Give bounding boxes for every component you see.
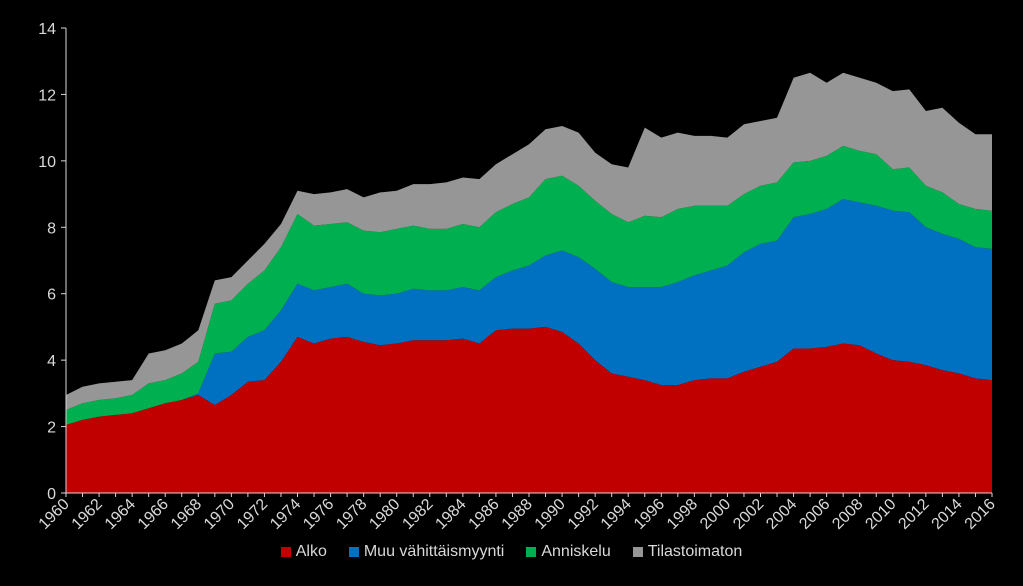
x-tick-label: 1988 — [499, 496, 536, 533]
y-tick-label: 14 — [38, 21, 56, 38]
x-tick-label: 2004 — [763, 496, 800, 533]
legend-item: Tilastoimaton — [632, 543, 743, 561]
area-series-2 — [66, 145, 992, 425]
legend: Alko Muu vähittäismyynti Anniskelu Tilastoi… — [0, 543, 1023, 561]
x-tick-label: 1984 — [432, 496, 469, 533]
x-tick-label: 1964 — [102, 496, 139, 533]
x-tick-labels: 1960196219641966196819701972197419761978… — [36, 496, 999, 533]
x-tick-label: 2000 — [697, 496, 734, 533]
x-tick-label: 1992 — [565, 496, 602, 533]
x-tick-label: 1996 — [631, 496, 668, 533]
x-tick-label: 1972 — [234, 496, 271, 533]
y-tick-label: 0 — [47, 486, 56, 503]
area-series-1 — [66, 199, 992, 425]
legend-label: Alko — [295, 543, 327, 560]
y-tick-label: 4 — [47, 353, 56, 370]
x-tick-label: 1974 — [267, 496, 304, 533]
legend-swatch — [632, 547, 643, 557]
y-tick-label: 12 — [38, 87, 56, 104]
x-tick-label: 1982 — [399, 496, 436, 533]
y-tick-labels: 0 2 4 6 8 10 12 14 — [38, 21, 56, 503]
y-tick-label: 10 — [38, 154, 56, 171]
legend-item: Anniskelu — [526, 543, 611, 561]
y-tick-label: 6 — [47, 287, 56, 304]
axes-layer — [61, 27, 993, 497]
legend-label: Tilastoimaton — [647, 543, 743, 560]
legend-swatch — [280, 547, 291, 557]
x-tick-label: 2002 — [730, 496, 767, 533]
x-tick-label: 1986 — [466, 496, 503, 533]
x-tick-label: 2016 — [962, 496, 999, 533]
legend-label: Anniskelu — [541, 543, 611, 560]
y-tick-label: 8 — [47, 220, 56, 237]
x-tick-label: 1968 — [168, 496, 205, 533]
x-tick-label: 1966 — [135, 496, 172, 533]
x-tick-label: 1960 — [36, 496, 73, 533]
x-tick-label: 1970 — [201, 496, 238, 533]
area-series-3 — [66, 72, 992, 411]
x-tick-label: 1980 — [366, 496, 403, 533]
legend-label: Muu vähittäismyynti — [363, 543, 505, 560]
x-tick-label: 2006 — [796, 496, 833, 533]
x-tick-label: 1976 — [300, 496, 337, 533]
area-series-0 — [66, 326, 992, 493]
x-tick-label: 1994 — [598, 496, 635, 533]
legend-item: Alko — [280, 543, 327, 561]
x-tick-label: 2014 — [929, 496, 966, 533]
legend-swatch — [348, 547, 359, 557]
legend-swatch — [526, 547, 537, 557]
x-tick-label: 1962 — [69, 496, 106, 533]
x-tick-label: 2012 — [895, 496, 932, 533]
legend-item: Muu vähittäismyynti — [348, 543, 505, 561]
x-tick-label: 1998 — [664, 496, 701, 533]
x-tick-label: 2008 — [829, 496, 866, 533]
area-layer — [66, 72, 992, 493]
y-tick-label: 2 — [47, 420, 56, 437]
x-tick-label: 1990 — [532, 496, 569, 533]
x-tick-label: 2010 — [862, 496, 899, 533]
x-tick-label: 1978 — [333, 496, 370, 533]
